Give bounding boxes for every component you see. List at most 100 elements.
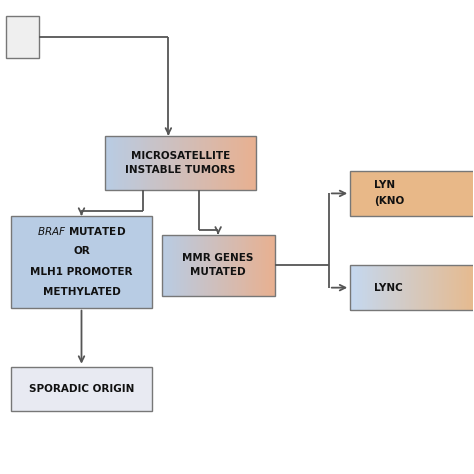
Bar	[201, 136, 203, 190]
Bar	[201, 235, 203, 296]
Bar	[365, 265, 367, 310]
Bar	[441, 265, 443, 310]
Bar	[404, 265, 406, 310]
Bar	[252, 136, 254, 190]
Bar	[105, 136, 256, 190]
Bar	[181, 136, 182, 190]
Bar	[11, 366, 152, 411]
Bar	[158, 136, 160, 190]
Bar	[218, 235, 220, 296]
Bar	[177, 136, 179, 190]
Bar	[256, 235, 258, 296]
Bar	[465, 265, 467, 310]
Bar	[196, 235, 197, 296]
Bar	[469, 265, 471, 310]
Text: MICROSATELLITE
INSTABLE TUMORS: MICROSATELLITE INSTABLE TUMORS	[125, 151, 236, 174]
Bar	[232, 235, 234, 296]
Bar	[173, 235, 174, 296]
Bar	[204, 235, 206, 296]
Bar	[241, 136, 243, 190]
Text: LYNC: LYNC	[374, 283, 402, 292]
Bar	[438, 265, 439, 310]
Bar	[245, 235, 246, 296]
Bar	[222, 235, 224, 296]
Bar	[254, 235, 255, 296]
Bar	[266, 235, 268, 296]
Bar	[200, 235, 201, 296]
Bar	[390, 265, 392, 310]
Bar	[199, 136, 201, 190]
Bar	[182, 136, 184, 190]
Bar	[191, 235, 193, 296]
Bar	[167, 136, 169, 190]
Bar	[194, 235, 196, 296]
Bar	[183, 235, 184, 296]
Bar	[169, 235, 170, 296]
Bar	[454, 265, 456, 310]
Bar	[380, 265, 382, 310]
Bar	[109, 136, 111, 190]
Bar	[184, 235, 186, 296]
Bar	[208, 235, 210, 296]
Bar	[375, 265, 377, 310]
Bar	[354, 265, 356, 310]
Bar	[205, 235, 207, 296]
Bar	[444, 265, 446, 310]
Bar	[139, 136, 141, 190]
Bar	[203, 136, 205, 190]
Bar	[210, 235, 211, 296]
Bar	[258, 235, 259, 296]
Bar	[190, 235, 191, 296]
Bar	[421, 265, 423, 310]
Bar	[433, 265, 435, 310]
Bar	[131, 136, 134, 190]
Bar	[228, 136, 230, 190]
Bar	[122, 136, 124, 190]
Bar	[254, 136, 256, 190]
Bar	[268, 235, 269, 296]
Bar	[428, 265, 429, 310]
Bar	[413, 265, 415, 310]
Bar	[457, 265, 459, 310]
Bar	[216, 136, 219, 190]
Bar	[209, 136, 211, 190]
Text: METHYLATED: METHYLATED	[43, 287, 120, 297]
Bar	[118, 136, 120, 190]
Bar	[207, 136, 209, 190]
Bar	[148, 136, 151, 190]
Bar	[237, 235, 238, 296]
Bar	[167, 235, 169, 296]
Text: SPORADIC ORIGIN: SPORADIC ORIGIN	[29, 384, 134, 394]
Bar	[452, 265, 454, 310]
Text: MMR GENES
MUTATED: MMR GENES MUTATED	[182, 254, 254, 277]
Bar	[128, 136, 130, 190]
Bar	[176, 235, 177, 296]
Bar	[408, 265, 410, 310]
Bar	[180, 235, 182, 296]
Bar	[212, 136, 215, 190]
Bar	[350, 171, 474, 216]
Bar	[214, 136, 217, 190]
Bar	[426, 265, 428, 310]
Bar	[400, 265, 401, 310]
Bar	[451, 265, 453, 310]
Bar	[372, 265, 374, 310]
Bar	[249, 235, 251, 296]
Bar	[385, 265, 387, 310]
Bar	[252, 235, 254, 296]
Bar	[431, 265, 433, 310]
Bar	[383, 265, 385, 310]
Bar	[196, 136, 198, 190]
Bar	[243, 136, 245, 190]
Bar	[245, 136, 246, 190]
Text: (KNO: (KNO	[374, 196, 404, 206]
Bar	[163, 235, 164, 296]
Bar	[226, 136, 228, 190]
Bar	[170, 235, 172, 296]
Bar	[220, 136, 222, 190]
Bar	[162, 136, 164, 190]
Bar	[160, 136, 162, 190]
Bar	[182, 235, 183, 296]
Bar	[447, 265, 449, 310]
Bar	[442, 265, 444, 310]
